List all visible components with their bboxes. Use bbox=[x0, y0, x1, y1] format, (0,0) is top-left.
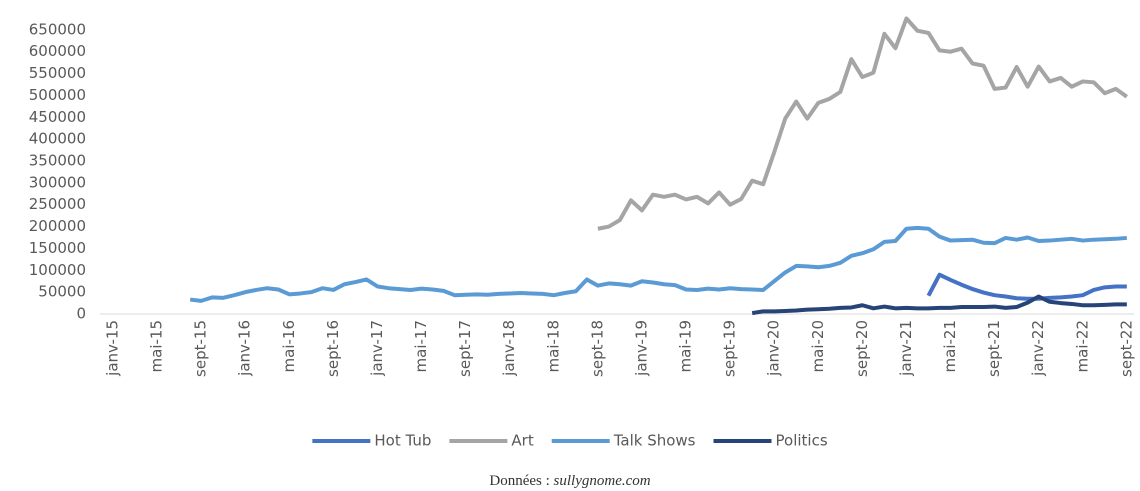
y-tick-label: 600000 bbox=[29, 42, 86, 60]
source: sullygnome.com bbox=[554, 473, 651, 489]
y-tick-label: 450000 bbox=[29, 108, 86, 126]
x-tick-label: mai-19 bbox=[677, 320, 695, 372]
y-tick-label: 400000 bbox=[29, 130, 86, 148]
y-tick-label: 300000 bbox=[29, 173, 86, 191]
x-tick-label: sept-15 bbox=[192, 320, 210, 377]
legend-label: Politics bbox=[776, 432, 828, 450]
x-tick-label: mai-21 bbox=[941, 320, 959, 372]
y-tick-label: 350000 bbox=[29, 152, 86, 170]
x-tick-label: sept-17 bbox=[456, 320, 474, 377]
x-tick-label: mai-16 bbox=[280, 320, 298, 372]
source-label: Données : bbox=[489, 473, 549, 489]
series-line bbox=[189, 225, 1127, 303]
source-note: Données : sullygnome.com bbox=[489, 473, 650, 489]
y-tick-label: 250000 bbox=[29, 195, 86, 213]
x-tick-label: sept-21 bbox=[985, 320, 1003, 377]
x-tick-label: janv-18 bbox=[500, 320, 518, 377]
x-tick-label: janv-17 bbox=[368, 320, 386, 377]
x-tick-label: janv-19 bbox=[632, 320, 650, 377]
x-tick-label: janv-20 bbox=[765, 320, 783, 377]
x-tick-label: sept-20 bbox=[853, 320, 871, 377]
x-tick-label: sept-19 bbox=[721, 320, 739, 377]
x-tick-label: janv-16 bbox=[236, 320, 254, 377]
y-tick-label: 500000 bbox=[29, 86, 86, 104]
x-tick-label: sept-18 bbox=[588, 320, 606, 377]
x-tick-label: mai-17 bbox=[412, 320, 430, 372]
x-tick-label: sept-22 bbox=[1117, 320, 1135, 377]
legend-label: Hot Tub bbox=[374, 432, 431, 450]
y-tick-label: 100000 bbox=[29, 261, 86, 279]
x-tick-label: mai-22 bbox=[1073, 320, 1091, 372]
x-tick-label: janv-21 bbox=[897, 320, 915, 377]
legend-label: Talk Shows bbox=[613, 432, 696, 450]
x-tick-label: janv-22 bbox=[1029, 320, 1047, 377]
legend: Hot Tub Art Talk Shows Politics bbox=[312, 432, 828, 450]
y-tick-label: 0 bbox=[76, 305, 86, 323]
y-tick-label: 150000 bbox=[29, 239, 86, 257]
x-tick-label: sept-16 bbox=[324, 320, 342, 377]
series-line bbox=[926, 272, 1127, 301]
x-tick-label: mai-18 bbox=[544, 320, 562, 372]
x-tick-label: mai-15 bbox=[148, 320, 166, 372]
x-tick-label: janv-15 bbox=[104, 320, 122, 377]
legend-label: Art bbox=[511, 432, 533, 450]
x-tick-label: mai-20 bbox=[809, 320, 827, 372]
series-line bbox=[751, 294, 1127, 316]
y-tick-label: 550000 bbox=[29, 64, 86, 82]
y-tick-label: 650000 bbox=[29, 20, 86, 38]
series-line bbox=[597, 16, 1129, 231]
y-tick-label: 200000 bbox=[29, 217, 86, 235]
y-tick-label: 50000 bbox=[38, 283, 86, 301]
